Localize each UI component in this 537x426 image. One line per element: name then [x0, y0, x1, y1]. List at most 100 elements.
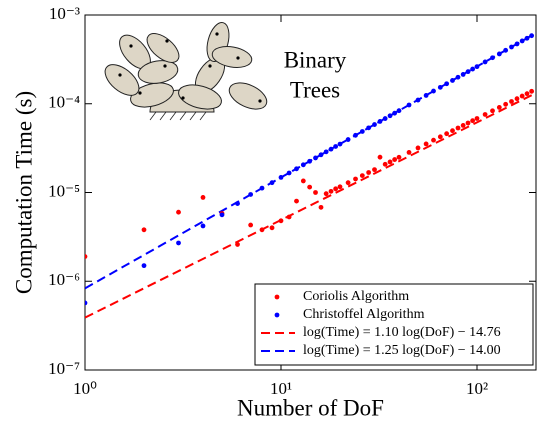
data-point: [406, 150, 412, 155]
data-point: [259, 227, 265, 233]
data-point: [455, 125, 461, 131]
data-point: [455, 74, 461, 80]
data-point: [490, 55, 495, 61]
data-point: [470, 66, 476, 72]
data-point: [415, 145, 421, 151]
data-point: [465, 120, 471, 126]
data-point: [377, 119, 383, 124]
annotation: Binary: [284, 47, 347, 72]
data-point: [345, 137, 351, 142]
data-point: [219, 212, 225, 218]
data-point: [269, 180, 275, 186]
y-tick-label: 10⁻⁴: [48, 93, 80, 112]
data-point: [200, 223, 206, 229]
data-point: [333, 144, 339, 149]
data-point: [141, 263, 147, 269]
data-point: [366, 170, 372, 175]
data-point: [372, 122, 377, 127]
data-point: [482, 59, 488, 65]
data-point: [415, 97, 421, 103]
data-point: [259, 185, 265, 191]
y-tick-label: 10⁻⁷: [48, 359, 80, 378]
legend-label: log(Time) = 1.25 log(DoF) − 14.00: [303, 343, 501, 358]
data-point: [353, 132, 358, 138]
data-point: [470, 118, 476, 124]
data-point: [392, 110, 398, 116]
data-point: [372, 167, 377, 173]
data-point: [278, 174, 284, 180]
data-point: [337, 141, 343, 147]
data-point: [382, 161, 388, 167]
data-point: [431, 137, 436, 143]
data-point: [509, 44, 514, 50]
data-point: [313, 190, 318, 195]
data-point: [200, 195, 206, 200]
data-point: [423, 93, 429, 98]
data-point: [529, 33, 535, 39]
data-point: [444, 81, 450, 87]
data-point: [437, 134, 443, 140]
data-point: [248, 192, 254, 197]
data-point: [235, 242, 240, 247]
data-point: [490, 108, 495, 114]
x-axis-label: Number of DoF: [237, 395, 384, 420]
y-tick-label: 10⁻³: [49, 4, 80, 23]
data-point: [474, 116, 480, 121]
data-point: [286, 214, 292, 220]
data-point: [437, 84, 443, 90]
data-point: [328, 188, 334, 194]
data-point: [176, 240, 181, 246]
data-point: [524, 35, 530, 41]
data-point: [248, 222, 254, 228]
data-point: [300, 162, 306, 168]
legend-label: Christoffel Algorithm: [303, 307, 425, 322]
data-point: [294, 166, 299, 172]
data-point: [474, 64, 480, 70]
data-point: [392, 157, 398, 162]
data-point: [307, 184, 313, 190]
data-point: [278, 218, 284, 224]
data-point: [514, 96, 520, 102]
data-point: [503, 101, 509, 107]
data-point: [460, 123, 466, 128]
data-point: [396, 154, 402, 160]
data-point: [482, 112, 488, 117]
data-point: [387, 113, 393, 119]
data-point: [318, 204, 324, 210]
data-point: [307, 158, 313, 164]
data-point: [519, 38, 525, 44]
data-point: [496, 105, 502, 110]
data-point: [496, 51, 502, 57]
x-tick-label: 10¹: [270, 379, 292, 398]
data-point: [524, 91, 530, 97]
data-point: [359, 173, 365, 179]
data-point: [460, 72, 466, 77]
data-point: [286, 170, 292, 176]
data-point: [323, 149, 329, 155]
data-point: [377, 154, 383, 160]
data-point: [396, 108, 402, 114]
data-point: [323, 191, 329, 197]
data-point: [300, 178, 306, 184]
data-point: [423, 141, 429, 147]
data-point: [85, 254, 88, 259]
data-point: [444, 131, 450, 137]
data-point: [345, 180, 351, 186]
data-point: [235, 201, 240, 206]
data-point: [529, 88, 535, 94]
data-point: [450, 78, 455, 83]
data-point: [318, 152, 324, 158]
legend-label: log(Time) = 1.10 log(DoF) − 14.76: [303, 325, 501, 340]
y-tick-label: 10⁻⁶: [48, 270, 80, 289]
x-tick-label: 10²: [466, 379, 488, 398]
y-axis-label: Computation Time (s): [11, 91, 36, 294]
data-point: [406, 102, 412, 108]
data-point: [450, 128, 455, 134]
data-point: [328, 146, 334, 152]
data-point: [353, 176, 358, 182]
data-point: [269, 225, 275, 231]
data-point: [503, 47, 509, 53]
data-point: [387, 159, 393, 165]
data-point: [465, 69, 471, 75]
